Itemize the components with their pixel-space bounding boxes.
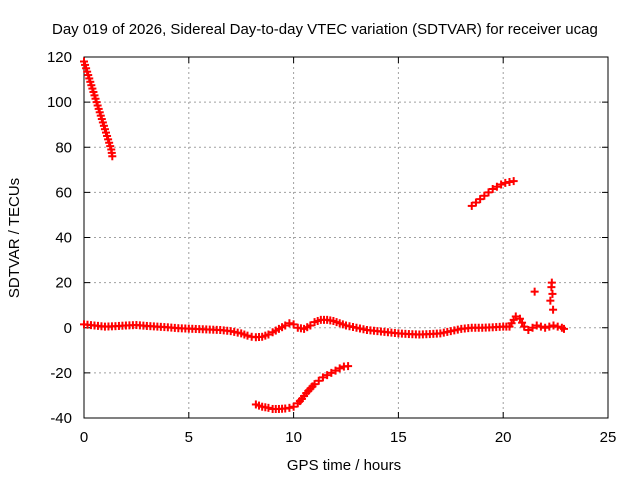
data-point [484,188,493,197]
data-point [488,184,497,193]
data-point [549,305,558,314]
data-point [530,287,539,296]
y-tick-label: 20 [55,275,72,292]
x-tick-label: 10 [285,429,302,446]
data-point [314,376,323,385]
grid-lines [84,57,608,418]
data-point [524,326,533,335]
data-point [344,362,353,371]
x-tick-label: 25 [600,429,617,446]
data-point [289,320,298,329]
data-point [476,195,485,204]
y-tick-label: 100 [47,94,72,111]
data-point [559,324,568,333]
x-tick-label: 5 [185,429,193,446]
data-point [545,322,554,331]
y-tick-label: 60 [55,184,72,201]
y-tick-label: -40 [50,410,72,427]
data-point [289,402,298,411]
data-point [264,330,273,339]
x-tick-label: 0 [80,429,88,446]
data-point [108,152,117,161]
data-point [285,403,294,412]
data-point [553,322,562,331]
data-point [547,278,556,287]
x-tick-labels: 0 5 10 15 20 25 [80,429,617,446]
y-tick-label: 80 [55,139,72,156]
data-point [520,322,529,331]
data-point [335,364,344,373]
data-point [511,312,520,321]
data-point [310,380,319,389]
data-point [471,198,480,207]
x-tick-label: 20 [495,429,512,446]
x-tick-label: 15 [390,429,407,446]
data-point [509,177,518,186]
chart-title: Day 019 of 2026, Sidereal Day-to-day VTE… [52,21,598,38]
y-tick-label: 0 [64,320,72,337]
data-point [281,321,290,330]
data-point [323,371,332,380]
data-point [306,321,315,330]
data-point [331,366,340,375]
data-point [548,289,557,298]
data-point [492,182,501,191]
data-point [467,201,476,210]
x-axis-label: GPS time / hours [287,457,401,474]
data-point [243,331,252,340]
data-point [536,322,545,331]
data-point [497,180,506,189]
data-point [528,323,537,332]
data-point [546,296,555,305]
data-point [480,191,489,200]
y-tick-label: 40 [55,230,72,247]
data-point [264,403,273,412]
y-tick-label: 120 [47,49,72,66]
data-point [549,321,558,330]
data-point [285,319,294,328]
data-point [532,321,541,330]
data-point [541,323,550,332]
data-point [327,368,336,377]
y-tick-labels: -40 -20 0 20 40 60 80 100 120 [47,49,72,427]
y-axis-label: SDTVAR / TECUs [6,178,23,298]
data-points [80,57,568,413]
y-tick-label: -20 [50,365,72,382]
data-point [318,373,327,382]
